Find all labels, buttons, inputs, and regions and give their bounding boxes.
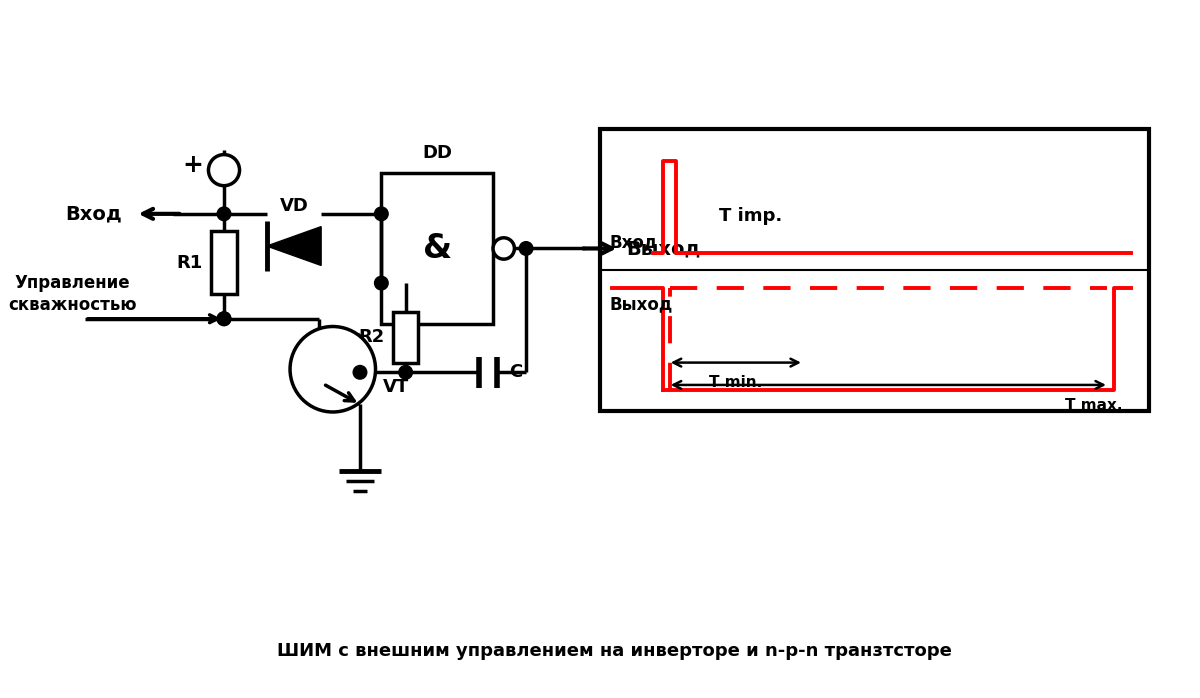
Text: C: C bbox=[510, 364, 523, 381]
Text: &: & bbox=[422, 232, 451, 265]
Text: Управление
скважностью: Управление скважностью bbox=[8, 274, 137, 314]
Text: DD: DD bbox=[422, 144, 452, 161]
Text: Выход: Выход bbox=[610, 295, 673, 313]
Text: R1: R1 bbox=[176, 254, 203, 272]
Circle shape bbox=[353, 366, 367, 379]
Text: T imp.: T imp. bbox=[719, 207, 782, 225]
Polygon shape bbox=[266, 227, 322, 265]
Bar bbox=[382, 173, 493, 324]
Circle shape bbox=[374, 207, 388, 221]
Circle shape bbox=[217, 312, 230, 325]
Circle shape bbox=[209, 154, 240, 186]
Text: Вход: Вход bbox=[65, 205, 122, 223]
Text: VD: VD bbox=[280, 197, 308, 215]
Text: +: + bbox=[182, 154, 203, 177]
Circle shape bbox=[493, 238, 515, 259]
Text: Вход: Вход bbox=[610, 233, 658, 251]
Text: T max.: T max. bbox=[1066, 398, 1123, 413]
Text: T min.: T min. bbox=[709, 376, 762, 390]
Text: R2: R2 bbox=[358, 328, 384, 346]
Text: Выход: Выход bbox=[626, 239, 701, 258]
Text: ШИМ с внешним управлением на инверторе и n-p-n транзтсторе: ШИМ с внешним управлением на инверторе и… bbox=[277, 642, 952, 660]
Bar bbox=[394, 312, 419, 362]
Bar bbox=[600, 130, 1148, 411]
Circle shape bbox=[290, 327, 376, 412]
Circle shape bbox=[217, 312, 230, 325]
Circle shape bbox=[374, 276, 388, 290]
Bar bbox=[211, 231, 236, 295]
Circle shape bbox=[217, 207, 230, 221]
Circle shape bbox=[520, 242, 533, 255]
Circle shape bbox=[398, 366, 413, 379]
Text: VT: VT bbox=[383, 378, 409, 396]
